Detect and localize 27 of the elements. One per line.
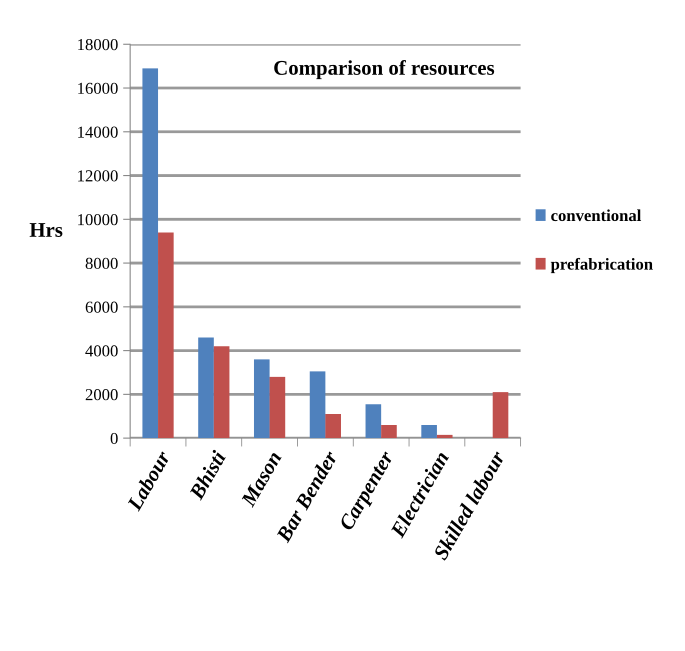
y-tick-label: 8000 bbox=[86, 258, 118, 270]
y-tick-label: 18000 bbox=[78, 38, 118, 50]
legend-label: prefabrication bbox=[550, 258, 653, 274]
bar bbox=[421, 424, 437, 438]
bar bbox=[366, 404, 382, 438]
bar bbox=[381, 424, 397, 438]
y-tick-label: 0 bbox=[110, 432, 118, 444]
bar bbox=[158, 232, 174, 438]
y-tick-label: 16000 bbox=[78, 82, 118, 94]
bar bbox=[492, 392, 508, 438]
bar bbox=[270, 376, 286, 438]
bar bbox=[198, 337, 214, 438]
bar bbox=[436, 434, 453, 438]
bar bbox=[325, 414, 341, 438]
y-tick-label: 14000 bbox=[78, 126, 118, 138]
bar bbox=[254, 359, 270, 438]
y-tick-label: 4000 bbox=[85, 345, 118, 357]
legend-label: conventional bbox=[551, 209, 642, 222]
bar bbox=[310, 371, 326, 438]
y-tick-label: 2000 bbox=[86, 389, 118, 400]
y-tick-label: 6000 bbox=[86, 302, 118, 313]
bar bbox=[214, 346, 230, 438]
bar bbox=[142, 68, 158, 438]
y-axis-title: Hrs bbox=[30, 223, 62, 237]
y-tick-label: 10000 bbox=[78, 214, 118, 226]
text: Comparison of resources bbox=[274, 60, 494, 80]
y-tick-label: 12000 bbox=[78, 170, 118, 182]
